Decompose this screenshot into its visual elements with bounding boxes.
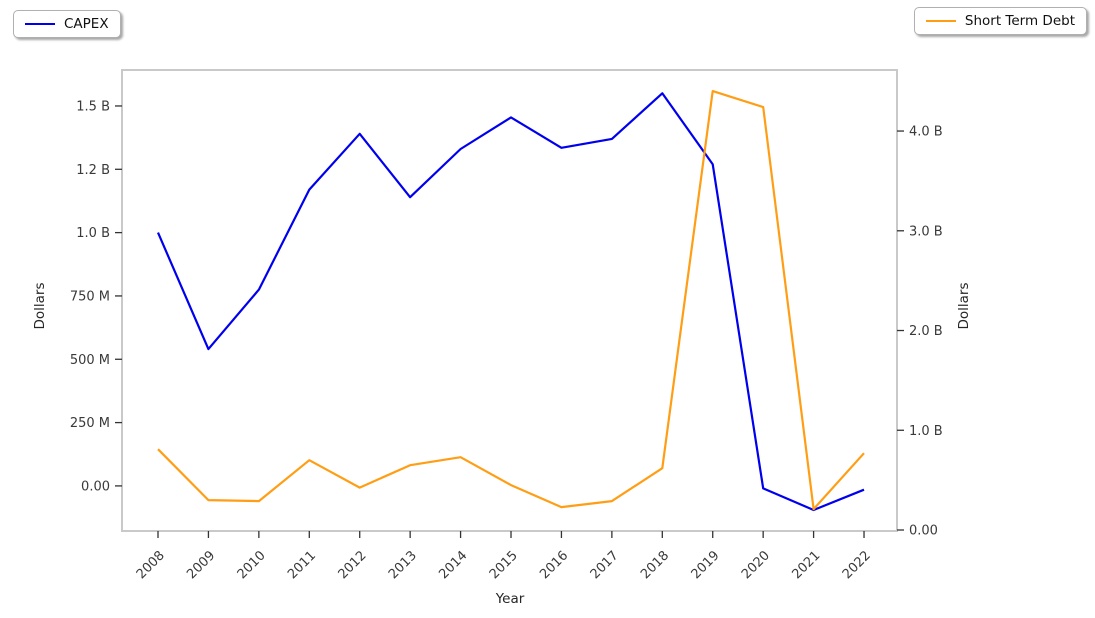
left-axis-tick-label: 1.2 B xyxy=(76,163,110,178)
x-axis-tick-label: 2008 xyxy=(134,548,168,582)
capex-line-swatch xyxy=(25,22,55,26)
right-axis-tick-label: 0.00 xyxy=(909,524,938,539)
x-axis-tick-label: 2009 xyxy=(184,548,218,582)
right-axis-tick-label: 4.0 B xyxy=(909,125,943,140)
x-axis-title: Year xyxy=(495,591,525,607)
x-axis-tick-label: 2018 xyxy=(638,548,672,582)
capex-legend-label: CAPEX xyxy=(64,16,109,32)
x-axis-tick-label: 2012 xyxy=(336,548,370,582)
x-axis-tick-label: 2022 xyxy=(840,548,874,582)
x-axis-tick-label: 2015 xyxy=(487,548,521,582)
left-axis-tick-label: 1.5 B xyxy=(76,99,110,114)
legend-capex: CAPEX xyxy=(13,10,121,38)
x-axis-tick-label: 2010 xyxy=(235,548,269,582)
left-axis-tick-label: 0.00 xyxy=(81,479,110,494)
x-axis-tick-label: 2011 xyxy=(285,548,319,582)
short-term-debt-line xyxy=(157,89,865,511)
right-axis-tick-label: 1.0 B xyxy=(909,424,943,439)
legend-short-term-debt: Short Term Debt xyxy=(913,7,1087,35)
chart-dynamic-layer: 1.5 B 1.2 B 1.0 B 750 M 500 M 250 M 0.00 4.0 B 3… xyxy=(70,89,943,582)
x-axis-tick-label: 2013 xyxy=(386,548,420,582)
short-term-debt-legend-label: Short Term Debt xyxy=(964,13,1075,29)
x-axis-tick-label: 2017 xyxy=(588,548,622,582)
right-axis-title: Dollars xyxy=(956,282,972,329)
short-term-debt-line-swatch xyxy=(925,19,956,23)
left-axis-tick-label: 1.0 B xyxy=(76,226,110,241)
x-axis-tick-label: 2019 xyxy=(689,548,723,582)
capex-line xyxy=(156,92,865,512)
left-axis-tick-label: 250 M xyxy=(70,416,110,431)
x-axis-tick-label: 2020 xyxy=(739,548,773,582)
x-axis-tick-label: 2014 xyxy=(436,548,470,582)
left-axis-tick-label: 750 M xyxy=(70,289,110,304)
x-axis-tick-label: 2016 xyxy=(537,548,571,582)
left-axis-tick-label: 500 M xyxy=(70,353,110,368)
left-axis-title: Dollars xyxy=(32,282,48,329)
plot-area xyxy=(121,69,898,532)
right-axis-tick-label: 2.0 B xyxy=(909,324,943,339)
right-axis-tick-label: 3.0 B xyxy=(909,224,943,239)
x-axis-tick-label: 2021 xyxy=(789,548,823,582)
